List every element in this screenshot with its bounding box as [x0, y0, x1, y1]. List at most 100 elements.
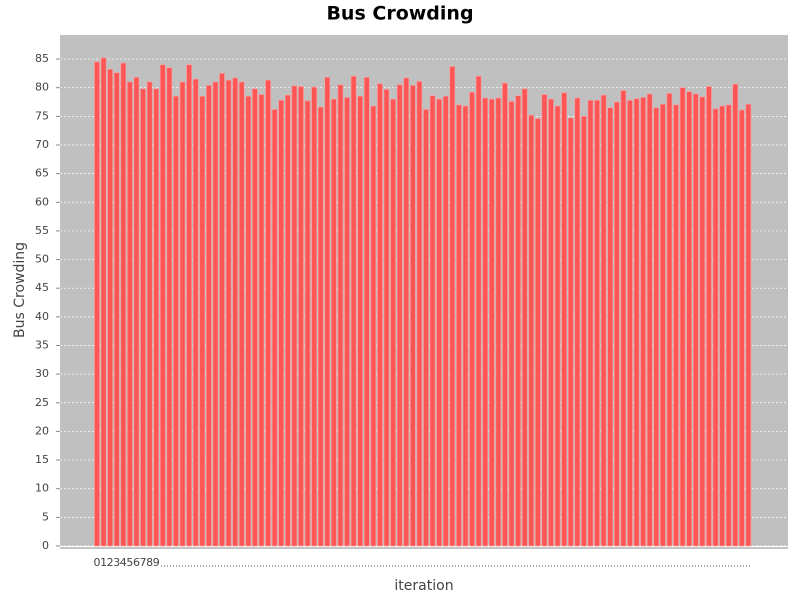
bar — [488, 98, 495, 547]
bar — [350, 75, 357, 547]
bar — [186, 64, 192, 547]
bar — [495, 97, 502, 547]
bar — [146, 81, 153, 547]
bar — [535, 118, 541, 547]
bar — [179, 81, 186, 547]
y-tick-label: 15 — [35, 453, 49, 466]
bar — [153, 88, 160, 547]
bar — [271, 109, 278, 547]
bar — [554, 105, 561, 547]
bar — [311, 86, 317, 547]
y-tick-label: 85 — [35, 52, 49, 65]
bar — [238, 81, 245, 547]
y-tick-label: 35 — [35, 338, 49, 351]
bar — [212, 81, 219, 547]
bar — [620, 90, 627, 547]
bar — [291, 85, 298, 547]
bar — [225, 79, 232, 547]
bar — [140, 88, 146, 547]
bar — [120, 62, 127, 547]
bar — [410, 85, 416, 547]
x-tick-label: 1 — [100, 556, 107, 569]
bar — [304, 100, 311, 547]
bar — [686, 91, 692, 547]
y-tick-label: 75 — [35, 109, 49, 122]
bar — [377, 83, 383, 547]
bar — [594, 100, 600, 547]
bar — [252, 88, 258, 547]
y-tick-label: 5 — [42, 510, 49, 523]
bar — [462, 105, 469, 547]
bar — [113, 72, 120, 547]
x-axis-label: iteration — [394, 578, 453, 594]
bar — [548, 98, 554, 547]
bar — [390, 98, 396, 547]
bar — [331, 98, 337, 547]
bar — [679, 87, 686, 547]
bar — [403, 77, 410, 547]
y-tick-label: 0 — [42, 539, 49, 552]
bar — [475, 75, 482, 547]
y-tick-label: 20 — [35, 424, 49, 437]
bar — [199, 95, 206, 547]
y-tick-label: 25 — [35, 396, 49, 409]
bar — [265, 79, 271, 547]
bar — [192, 78, 199, 547]
bar — [567, 117, 574, 547]
bar — [173, 95, 179, 547]
bar — [357, 95, 363, 547]
bar — [600, 94, 607, 547]
bar — [456, 104, 462, 547]
x-tick-label: 4 — [120, 556, 127, 569]
bar — [587, 100, 594, 547]
bar — [699, 96, 706, 547]
x-tick-label: 3 — [113, 556, 120, 569]
y-tick-label: 60 — [35, 195, 49, 208]
bar — [324, 77, 331, 547]
bar — [660, 104, 666, 547]
bar — [706, 86, 712, 547]
bar — [317, 106, 324, 547]
bar — [640, 97, 646, 547]
bar — [344, 97, 350, 547]
bar — [429, 95, 436, 547]
y-tick-label: 40 — [35, 310, 49, 323]
bar — [646, 93, 653, 547]
bar — [692, 93, 699, 547]
bar — [442, 95, 449, 547]
bar — [581, 116, 587, 547]
y-axis-label: Bus Crowding — [12, 242, 28, 338]
bar — [436, 98, 442, 547]
bar — [521, 88, 528, 547]
bar — [745, 104, 752, 547]
bar — [502, 82, 508, 547]
bar — [469, 91, 475, 547]
bar — [166, 67, 173, 547]
bar — [206, 85, 212, 547]
bar — [732, 83, 739, 547]
bar — [712, 108, 719, 547]
y-tick-label: 55 — [35, 224, 49, 237]
bar — [528, 114, 535, 547]
bar — [423, 109, 429, 547]
chart-title: Bus Crowding — [326, 3, 473, 25]
bar — [614, 101, 620, 547]
bar — [127, 81, 133, 547]
bar — [219, 73, 225, 547]
bar — [653, 107, 660, 547]
bar — [725, 104, 732, 547]
bar — [515, 95, 521, 547]
bar — [673, 104, 679, 547]
bar — [739, 109, 745, 547]
bar — [337, 84, 344, 547]
bar — [285, 94, 291, 547]
bar — [666, 93, 673, 547]
x-tick-label: 0 — [93, 556, 100, 569]
x-tick-label: 2 — [107, 556, 114, 569]
bar — [232, 77, 238, 547]
x-tick-label: 9 — [153, 556, 160, 569]
bar — [508, 101, 515, 547]
bar — [607, 107, 614, 547]
y-tick-label: 45 — [35, 281, 49, 294]
